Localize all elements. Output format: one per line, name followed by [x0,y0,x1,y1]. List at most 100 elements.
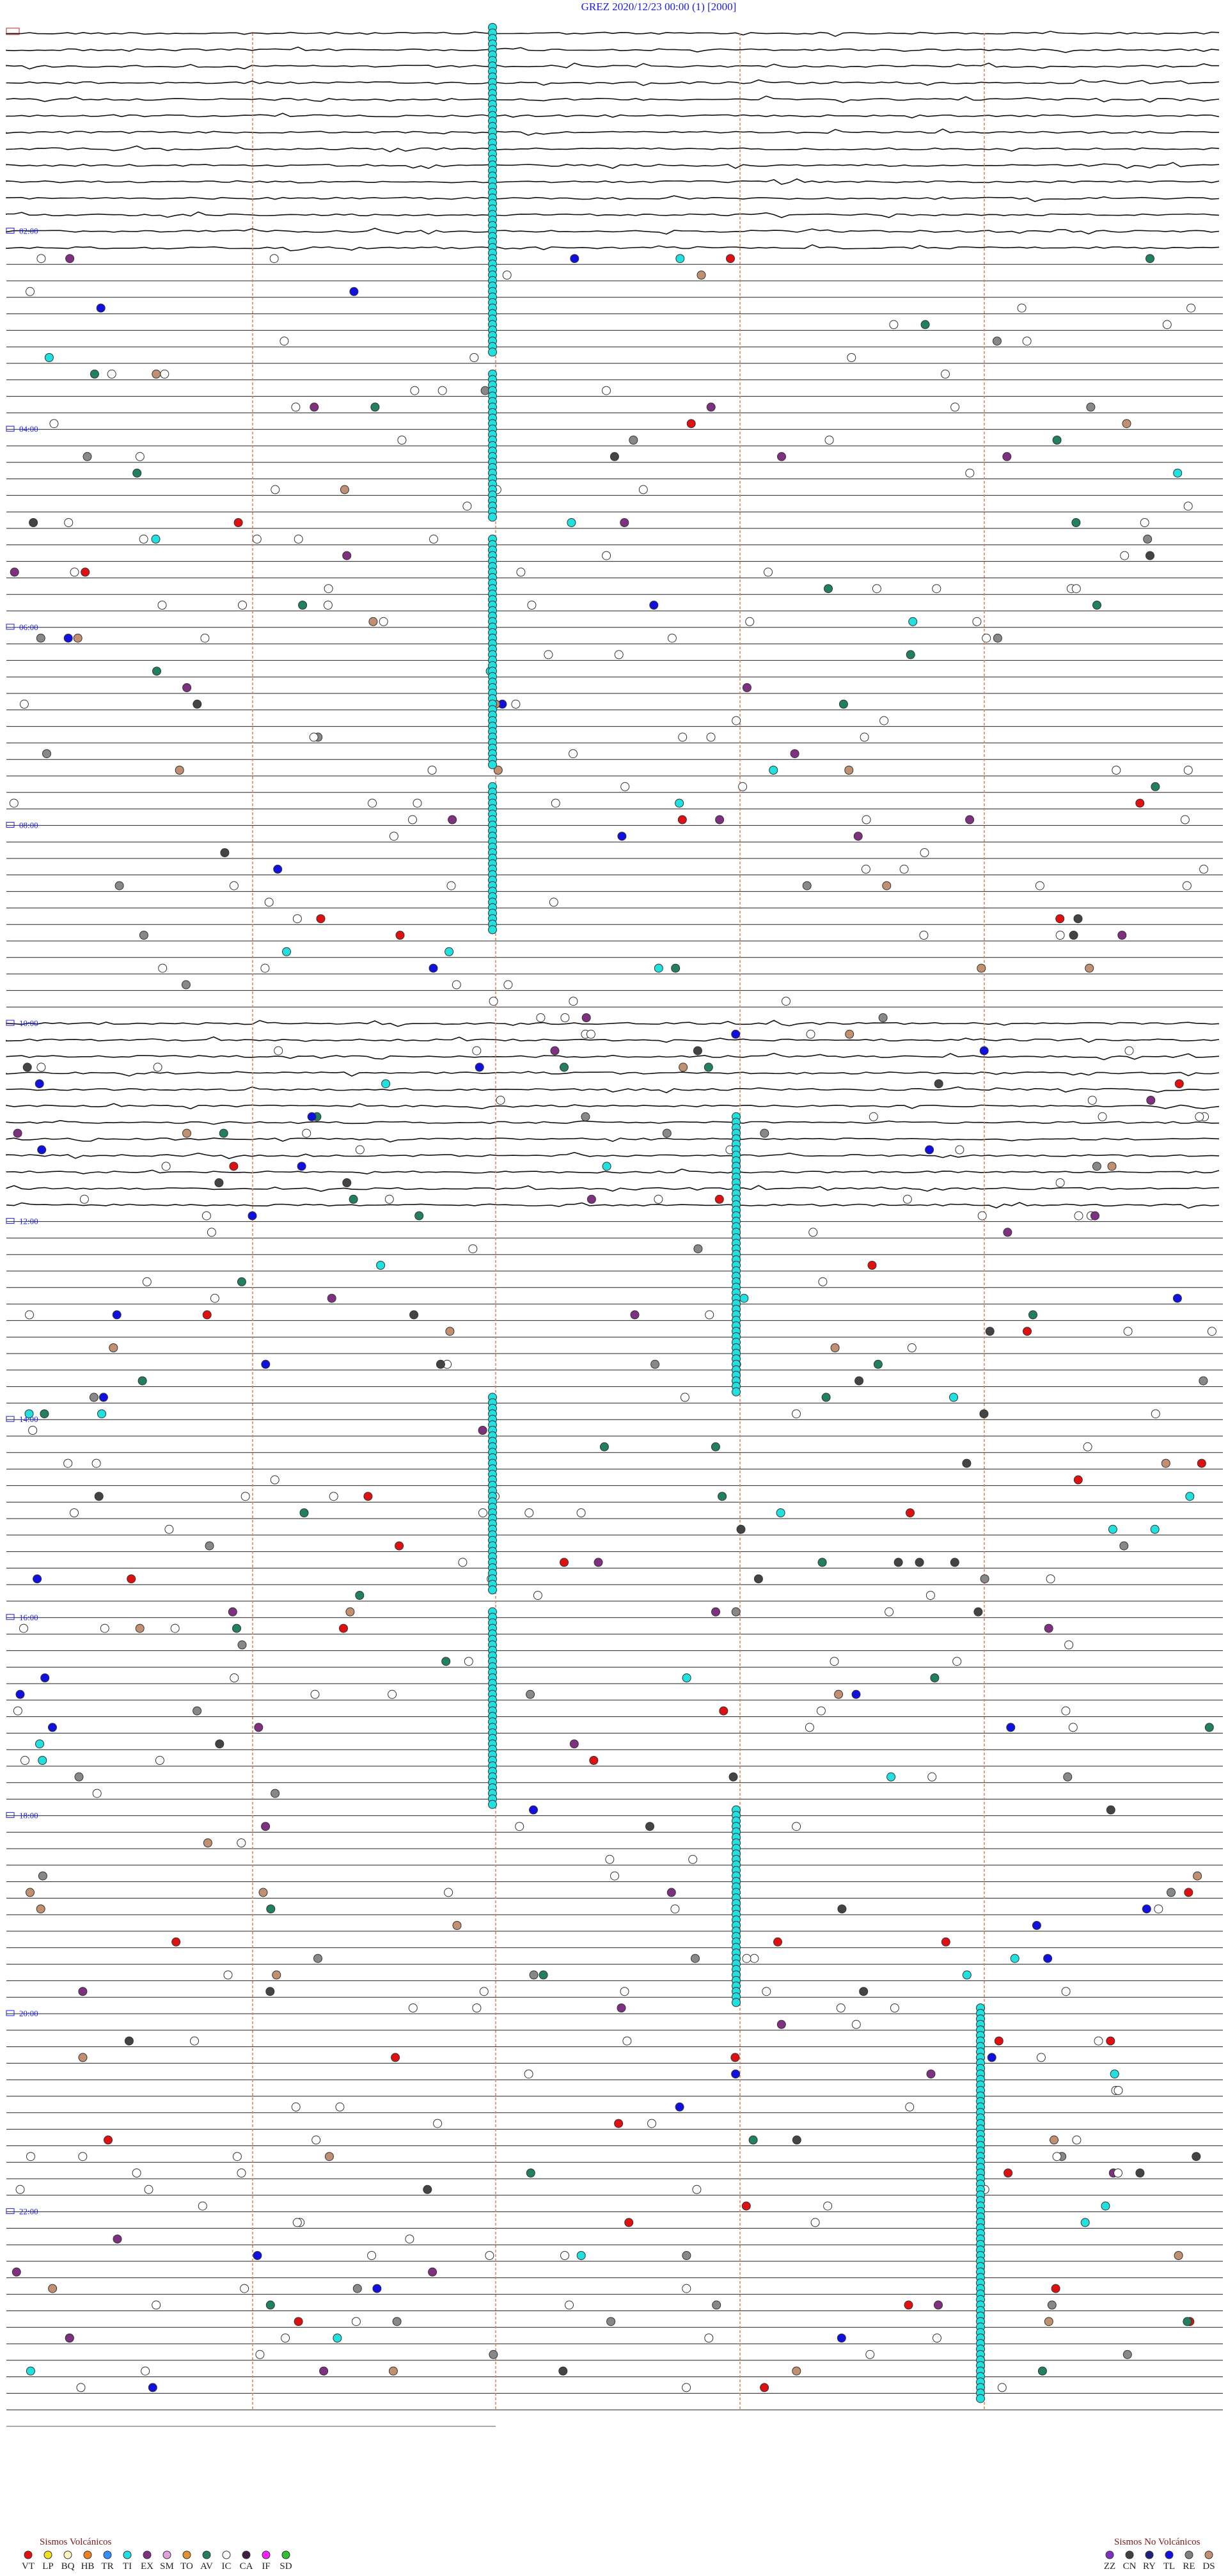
event-marker [1071,518,1081,527]
event-marker [662,1128,672,1138]
event-marker [692,2185,702,2194]
event-marker [1046,1574,1055,1584]
event-marker [950,1558,959,1567]
hour-label: 02:00 [19,226,38,236]
legend-label: TL [1163,2561,1175,2572]
event-marker [44,353,54,362]
event-marker [620,518,629,527]
event-marker [560,1558,569,1567]
event-marker [74,1772,84,1782]
event-marker [132,2169,141,2177]
event-marker [1043,1954,1053,1963]
event-marker [1151,1409,1160,1419]
event-marker [1204,1723,1214,1732]
event-marker [805,1723,814,1732]
event-marker [682,2383,691,2392]
event-marker [193,699,202,709]
event-marker [1162,320,1172,329]
event-marker [351,2317,361,2327]
event-marker [48,2284,58,2293]
event-marker [818,1277,828,1286]
event-marker [237,1277,246,1286]
event-marker [170,1624,180,1633]
event-marker [977,963,986,973]
event-marker [452,1921,462,1930]
event-marker [265,1987,275,1996]
event-marker [164,1524,174,1534]
event-marker [1183,766,1193,775]
event-marker [873,1359,883,1369]
event-marker [48,1723,57,1732]
event-marker [79,1194,89,1204]
hour-box [6,624,15,630]
event-marker [282,947,291,956]
event-marker [388,1689,397,1699]
event-marker [405,2234,414,2244]
event-marker [469,353,479,362]
event-marker [837,1904,847,1914]
event-marker [526,1689,535,1699]
event-marker [764,567,773,577]
hour-label: 16:00 [19,1613,38,1622]
legend-label: TO [180,2561,193,2572]
event-marker [233,518,243,527]
event-marker [1092,601,1101,610]
event-marker [264,897,274,907]
event-marker [230,1673,239,1682]
event-marker [712,2300,721,2310]
event-marker [36,633,45,643]
trace [6,1103,1220,1110]
event-marker [1107,1162,1117,1171]
trace [6,228,1220,235]
event-marker [142,1277,152,1286]
event-marker [232,1624,241,1633]
event-marker [1074,1211,1083,1221]
event-marker [229,1162,239,1171]
event-marker [952,1657,962,1666]
event-marker [823,2201,833,2211]
trace [6,1119,1220,1125]
event-marker [753,1574,763,1584]
trace [6,128,1219,136]
event-marker [237,2169,246,2177]
event-marker [624,2218,634,2227]
event-marker [124,2036,134,2046]
event-marker [395,1541,404,1551]
hour-box [6,821,15,828]
trace [6,46,1220,53]
event-marker [792,1409,801,1419]
event-marker [220,848,230,857]
event-marker [741,2201,751,2211]
trace [6,113,1220,119]
event-marker [151,534,161,544]
event-marker [352,2284,362,2293]
event-marker [313,1954,322,1963]
legend-swatch [63,2550,72,2559]
event-marker [254,1723,264,1732]
event-marker [728,1772,738,1782]
legend-label: TI [123,2561,132,2572]
event-marker [78,2053,88,2062]
event-marker [682,2284,691,2293]
event-marker [273,864,283,874]
event-marker [920,320,930,329]
event-marker [899,864,909,874]
hour-box [6,1218,15,1224]
event-marker [1106,2036,1115,2046]
legend-label: DS [1202,2561,1215,2572]
event-marker [485,2251,494,2260]
legend-label: HB [81,2561,95,2572]
event-marker [65,254,75,264]
event-marker [955,1145,964,1155]
event-marker [1140,518,1149,527]
event-marker [1207,1327,1216,1336]
event-marker [1094,2036,1103,2046]
legend: Sismos Volcánicos VT LP BQ HB TR TI EX SM TO AV IC C… [22,2537,1215,2572]
trace [6,79,1220,86]
event-marker [915,1558,924,1567]
event-marker [714,1194,724,1204]
event-marker [19,699,29,709]
event-marker [711,1442,720,1451]
